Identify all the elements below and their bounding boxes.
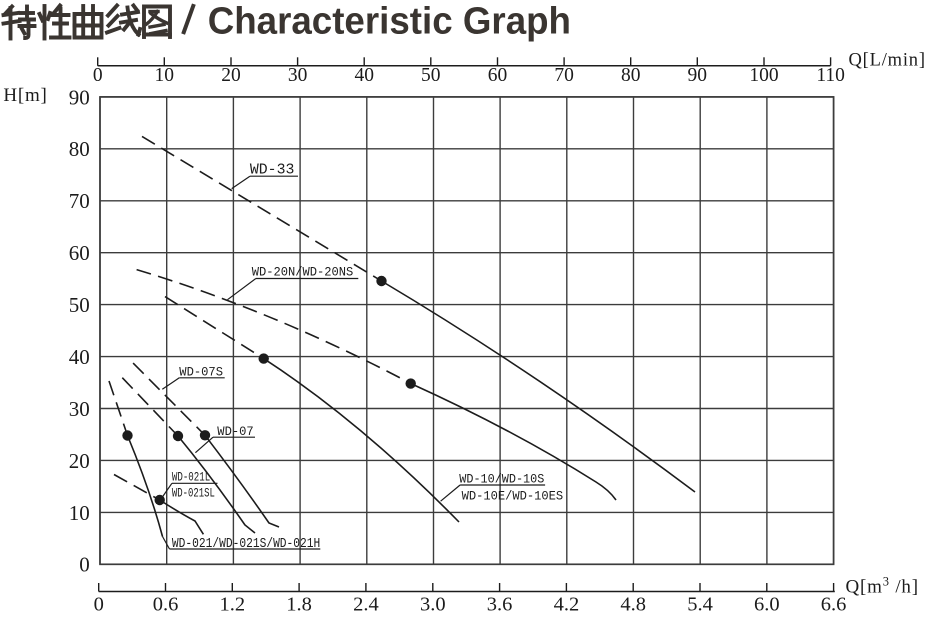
svg-text:WD-021SL: WD-021SL bbox=[172, 486, 215, 500]
svg-text:80: 80 bbox=[69, 137, 90, 161]
svg-text:WD-07S: WD-07S bbox=[179, 365, 223, 379]
svg-text:60: 60 bbox=[69, 241, 90, 265]
svg-text:WD-20N/WD-20NS: WD-20N/WD-20NS bbox=[252, 266, 354, 280]
svg-text:10: 10 bbox=[155, 65, 175, 86]
svg-text:Characteristic Graph: Characteristic Graph bbox=[208, 1, 571, 43]
svg-text:10: 10 bbox=[69, 501, 90, 525]
svg-text:WD-021L: WD-021L bbox=[172, 471, 210, 485]
svg-text:100: 100 bbox=[749, 65, 778, 86]
svg-text:30: 30 bbox=[288, 65, 308, 86]
svg-text:3.0: 3.0 bbox=[420, 594, 446, 616]
svg-text:Q[m3 /h]: Q[m3 /h] bbox=[846, 575, 919, 598]
svg-text:4.2: 4.2 bbox=[554, 594, 580, 616]
svg-text:50: 50 bbox=[421, 65, 441, 86]
svg-text:40: 40 bbox=[69, 345, 90, 369]
svg-text:80: 80 bbox=[621, 65, 641, 86]
svg-text:90: 90 bbox=[69, 85, 90, 109]
svg-text:0: 0 bbox=[79, 553, 90, 577]
svg-text:WD-10E/WD-10ES: WD-10E/WD-10ES bbox=[462, 488, 564, 503]
svg-text:WD-021/WD-021S/WD-021H: WD-021/WD-021S/WD-021H bbox=[172, 536, 320, 552]
svg-text:1.8: 1.8 bbox=[286, 594, 312, 616]
svg-text:30: 30 bbox=[69, 397, 90, 421]
svg-text:20: 20 bbox=[69, 449, 90, 473]
svg-text:6.0: 6.0 bbox=[754, 594, 780, 616]
svg-text:WD-33: WD-33 bbox=[250, 162, 295, 178]
svg-text:40: 40 bbox=[354, 65, 374, 86]
svg-text:H[m]: H[m] bbox=[3, 85, 47, 106]
svg-text:110: 110 bbox=[816, 65, 845, 86]
svg-text:60: 60 bbox=[488, 65, 508, 86]
svg-text:1.2: 1.2 bbox=[219, 594, 245, 616]
svg-text:0: 0 bbox=[94, 594, 104, 616]
svg-text:WD-10/WD-10S: WD-10/WD-10S bbox=[459, 472, 544, 486]
svg-text:0.6: 0.6 bbox=[153, 594, 179, 616]
svg-text:90: 90 bbox=[688, 65, 708, 86]
svg-text:3.6: 3.6 bbox=[487, 594, 513, 616]
svg-text:70: 70 bbox=[554, 65, 574, 86]
svg-text:50: 50 bbox=[69, 293, 90, 317]
svg-text:4.8: 4.8 bbox=[620, 594, 646, 616]
svg-text:70: 70 bbox=[69, 189, 90, 213]
svg-text:0: 0 bbox=[93, 65, 103, 86]
svg-text:20: 20 bbox=[221, 65, 241, 86]
svg-text:2.4: 2.4 bbox=[353, 594, 379, 616]
svg-text:Q[L/min]: Q[L/min] bbox=[849, 51, 926, 71]
svg-text:6.6: 6.6 bbox=[821, 594, 847, 616]
svg-text:5.4: 5.4 bbox=[687, 594, 713, 616]
svg-text:WD-07: WD-07 bbox=[217, 425, 253, 439]
